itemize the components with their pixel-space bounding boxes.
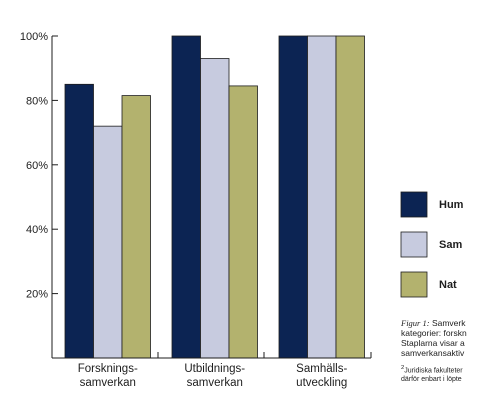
- y-tick-label: 80%: [26, 95, 48, 107]
- caption-line-3: Staplarna visar a: [401, 338, 465, 348]
- caption-line-1: Figur 1: Samverk: [401, 318, 478, 328]
- caption-line-1-rest: Samverk: [429, 318, 466, 328]
- footnote-line-1: Juridiska fakulteter: [404, 367, 463, 375]
- x-axis: Forsknings-samverkan Utbildnings-samverka…: [52, 352, 372, 389]
- legend-label-sam: Sam: [439, 239, 462, 251]
- bar-hum: [171, 35, 201, 359]
- legend-swatch-nat: [400, 271, 428, 298]
- bar-sam: [307, 35, 337, 359]
- x-category-label: Samhälls-utveckling: [296, 363, 347, 389]
- footnote-marker: 2: [401, 365, 405, 371]
- y-tick-label: 100%: [20, 31, 48, 43]
- caption-footnote: 2Juridiska fakulteter därför enbart i löp…: [401, 364, 478, 384]
- legend-label-hum: Hum: [439, 199, 464, 211]
- bars: [64, 35, 365, 359]
- legend-swatch-hum: [400, 191, 428, 218]
- legend: Hum Sam Nat: [400, 191, 464, 298]
- y-axis: 20% 40% 60% 80% 100%: [20, 31, 58, 358]
- y-tick-label: 20%: [26, 289, 48, 301]
- bar-sam: [93, 125, 123, 359]
- y-tick-label: 60%: [26, 160, 48, 172]
- x-category-label: Forsknings-samverkan: [78, 363, 138, 389]
- figure-caption: Figur 1: Samverk kategorier: forskn Stap…: [401, 318, 478, 406]
- bar-nat: [228, 85, 258, 359]
- caption-line-4: samverkansaktiv: [401, 348, 465, 358]
- caption-line-2: kategorier: forskn: [401, 328, 467, 338]
- bar-nat: [121, 95, 151, 359]
- y-tick-label: 40%: [26, 224, 48, 236]
- bar-hum: [278, 35, 308, 359]
- legend-label-nat: Nat: [439, 279, 457, 291]
- figure-label: Figur 1:: [401, 318, 430, 328]
- footnote-line-2: därför enbart i löpte: [401, 375, 462, 383]
- bar-hum: [64, 83, 94, 359]
- x-category-label: Utbildnings-samverkan: [184, 363, 245, 389]
- bar-nat: [335, 35, 365, 359]
- bar-sam: [200, 58, 230, 359]
- legend-swatch-sam: [400, 231, 428, 258]
